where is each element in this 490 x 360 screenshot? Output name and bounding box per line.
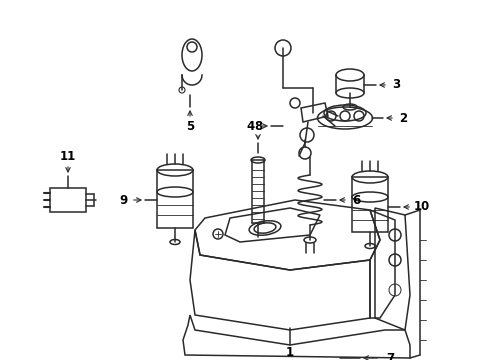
Text: 3: 3 [392, 78, 400, 91]
Text: 4: 4 [247, 120, 255, 132]
Text: 5: 5 [186, 121, 194, 134]
Text: 2: 2 [399, 112, 407, 125]
Text: 8: 8 [254, 121, 262, 134]
Text: 6: 6 [352, 194, 360, 207]
Text: 1: 1 [286, 346, 294, 359]
Text: 9: 9 [119, 194, 127, 207]
Text: 7: 7 [386, 351, 394, 360]
Text: 10: 10 [414, 201, 430, 213]
Text: 11: 11 [60, 149, 76, 162]
